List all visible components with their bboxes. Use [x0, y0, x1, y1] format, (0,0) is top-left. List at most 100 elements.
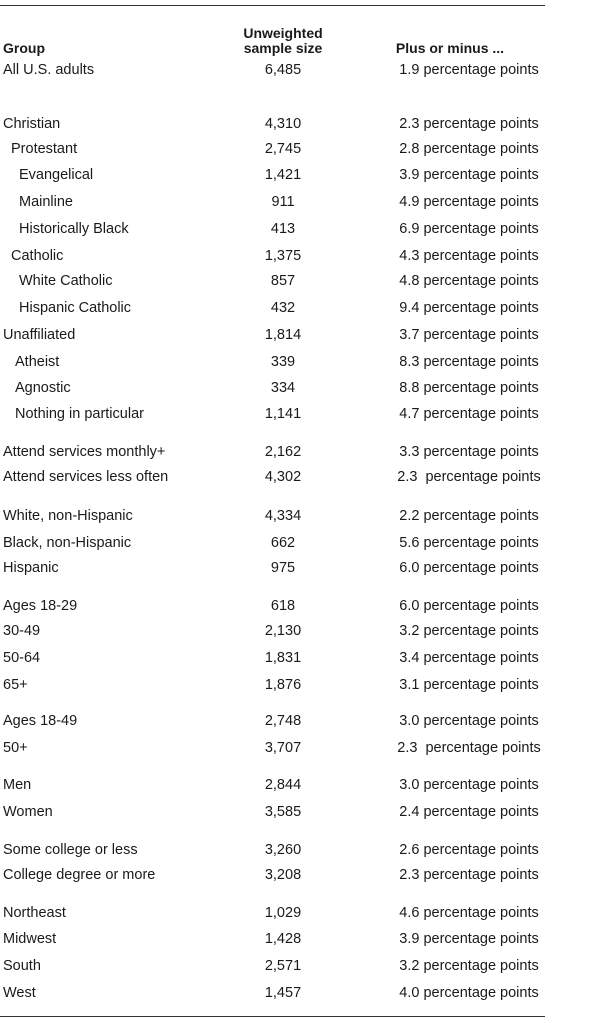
row-margin-of-error: 4.0 percentage points	[399, 985, 539, 1001]
table-row: Midwest 1,428 3.9 percentage points	[0, 930, 560, 948]
header-sample-line1: Unweighted	[243, 25, 323, 41]
row-sample-size: 1,428	[264, 931, 302, 947]
row-group-label: Hispanic Catholic	[19, 300, 132, 316]
table-row: Northeast 1,029 4.6 percentage points	[0, 904, 560, 922]
row-group-label: 50+	[3, 740, 28, 756]
row-margin-of-error: 2.6 percentage points	[399, 842, 539, 858]
header-sample-line2: sample size	[243, 40, 323, 56]
row-group-label: Mainline	[19, 194, 73, 210]
table-row: West 1,457 4.0 percentage points	[0, 984, 560, 1002]
table-header: Group Unweighted sample size Plus or min…	[0, 20, 560, 56]
table-row: Agnostic 334 8.8 percentage points	[0, 379, 560, 397]
table-row: Hispanic Catholic 432 9.4 percentage point…	[0, 299, 560, 317]
row-sample-size: 1,375	[264, 248, 302, 264]
row-sample-size: 2,571	[264, 958, 302, 974]
row-margin-of-error: 3.9 percentage points	[399, 931, 539, 947]
table-row: Attend services less often 4,302 2.3 perce…	[0, 468, 560, 486]
table-row: Nothing in particular 1,141 4.7 percentage…	[0, 405, 560, 423]
row-margin-of-error: 2.3 percentage points	[397, 740, 541, 756]
row-sample-size: 3,585	[264, 804, 302, 820]
table-row: Some college or less 3,260 2.6 percentage …	[0, 841, 560, 859]
table-row: Men 2,844 3.0 percentage points	[0, 776, 560, 794]
row-margin-of-error: 3.1 percentage points	[399, 677, 539, 693]
row-margin-of-error: 8.8 percentage points	[399, 380, 539, 396]
row-sample-size: 2,844	[264, 777, 302, 793]
table-row: Attend services monthly+ 2,162 3.3 percent…	[0, 443, 560, 461]
table-row: 65+ 1,876 3.1 percentage points	[0, 676, 560, 694]
row-sample-size: 1,457	[264, 985, 302, 1001]
row-sample-size: 1,831	[264, 650, 302, 666]
row-group-label: Historically Black	[19, 221, 129, 237]
header-sample-size: Unweighted sample size	[213, 26, 353, 56]
row-group-label: West	[3, 985, 36, 1001]
row-group-label: Agnostic	[15, 380, 71, 396]
table-row: College degree or more 3,208 2.3 percentag…	[0, 866, 560, 884]
table-row: Mainline 911 4.9 percentage points	[0, 193, 560, 211]
table-row: White, non-Hispanic 4,334 2.2 percentage p…	[0, 507, 560, 525]
row-margin-of-error: 6.0 percentage points	[399, 598, 539, 614]
row-sample-size: 1,876	[264, 677, 302, 693]
row-group-label: Unaffiliated	[3, 327, 76, 343]
row-margin-of-error: 6.9 percentage points	[399, 221, 539, 237]
row-group-label: Ages 18-49	[3, 713, 78, 729]
table-row: South 2,571 3.2 percentage points	[0, 957, 560, 975]
table-row: Ages 18-49 2,748 3.0 percentage points	[0, 712, 560, 730]
row-group-label: Men	[3, 777, 32, 793]
row-margin-of-error: 3.9 percentage points	[399, 167, 539, 183]
table-row: Atheist 339 8.3 percentage points	[0, 353, 560, 371]
table-top-rule	[0, 5, 545, 6]
table-row: Women 3,585 2.4 percentage points	[0, 803, 560, 821]
row-margin-of-error: 2.3 percentage points	[399, 116, 539, 132]
row-group-label: 30-49	[3, 623, 41, 639]
row-margin-of-error: 4.9 percentage points	[399, 194, 539, 210]
row-sample-size: 6,485	[264, 62, 302, 78]
row-group-label: Attend services less often	[3, 469, 169, 485]
row-margin-of-error: 3.4 percentage points	[399, 650, 539, 666]
header-group: Group	[3, 40, 45, 56]
row-sample-size: 2,745	[264, 141, 302, 157]
table-row: White Catholic 857 4.8 percentage points	[0, 272, 560, 290]
table-row: Evangelical 1,421 3.9 percentage points	[0, 166, 560, 184]
table-row: 50+ 3,707 2.3 percentage points	[0, 739, 560, 757]
row-sample-size: 2,162	[264, 444, 302, 460]
row-group-label: Evangelical	[19, 167, 94, 183]
row-margin-of-error: 2.8 percentage points	[399, 141, 539, 157]
row-group-label: Hispanic	[3, 560, 59, 576]
table-row: 30-49 2,130 3.2 percentage points	[0, 622, 560, 640]
row-margin-of-error: 2.2 percentage points	[399, 508, 539, 524]
row-sample-size: 662	[270, 535, 296, 551]
row-group-label: 65+	[3, 677, 28, 693]
row-margin-of-error: 5.6 percentage points	[399, 535, 539, 551]
table-row: Black, non-Hispanic 662 5.6 percentage poi…	[0, 534, 560, 552]
table-row: Historically Black 413 6.9 percentage poin…	[0, 220, 560, 238]
row-sample-size: 2,130	[264, 623, 302, 639]
row-group-label: White, non-Hispanic	[3, 508, 133, 524]
row-margin-of-error: 2.3 percentage points	[397, 469, 541, 485]
table-row: Catholic 1,375 4.3 percentage points	[0, 247, 560, 265]
row-sample-size: 3,260	[264, 842, 302, 858]
row-group-label: Atheist	[15, 354, 60, 370]
row-group-label: South	[3, 958, 41, 974]
row-group-label: Northeast	[3, 905, 66, 921]
row-group-label: Women	[3, 804, 53, 820]
row-group-label: Catholic	[11, 248, 64, 264]
table-row: Unaffiliated 1,814 3.7 percentage points	[0, 326, 560, 344]
row-sample-size: 1,814	[264, 327, 302, 343]
row-group-label: Midwest	[3, 931, 57, 947]
row-margin-of-error: 6.0 percentage points	[399, 560, 539, 576]
table-row: Christian 4,310 2.3 percentage points	[0, 115, 560, 133]
row-margin-of-error: 1.9 percentage points	[399, 62, 539, 78]
row-sample-size: 1,421	[264, 167, 302, 183]
row-sample-size: 911	[271, 194, 295, 210]
table-bottom-rule	[0, 1016, 545, 1017]
row-group-label: Attend services monthly+	[3, 444, 166, 460]
row-margin-of-error: 3.2 percentage points	[399, 958, 539, 974]
row-sample-size: 4,310	[264, 116, 302, 132]
row-margin-of-error: 4.3 percentage points	[399, 248, 539, 264]
row-group-label: Nothing in particular	[15, 406, 144, 422]
table-row: Protestant 2,745 2.8 percentage points	[0, 140, 560, 158]
table-row: 50-64 1,831 3.4 percentage points	[0, 649, 560, 667]
row-group-label: All U.S. adults	[3, 62, 95, 78]
row-margin-of-error: 3.7 percentage points	[399, 327, 539, 343]
row-sample-size: 339	[270, 354, 296, 370]
